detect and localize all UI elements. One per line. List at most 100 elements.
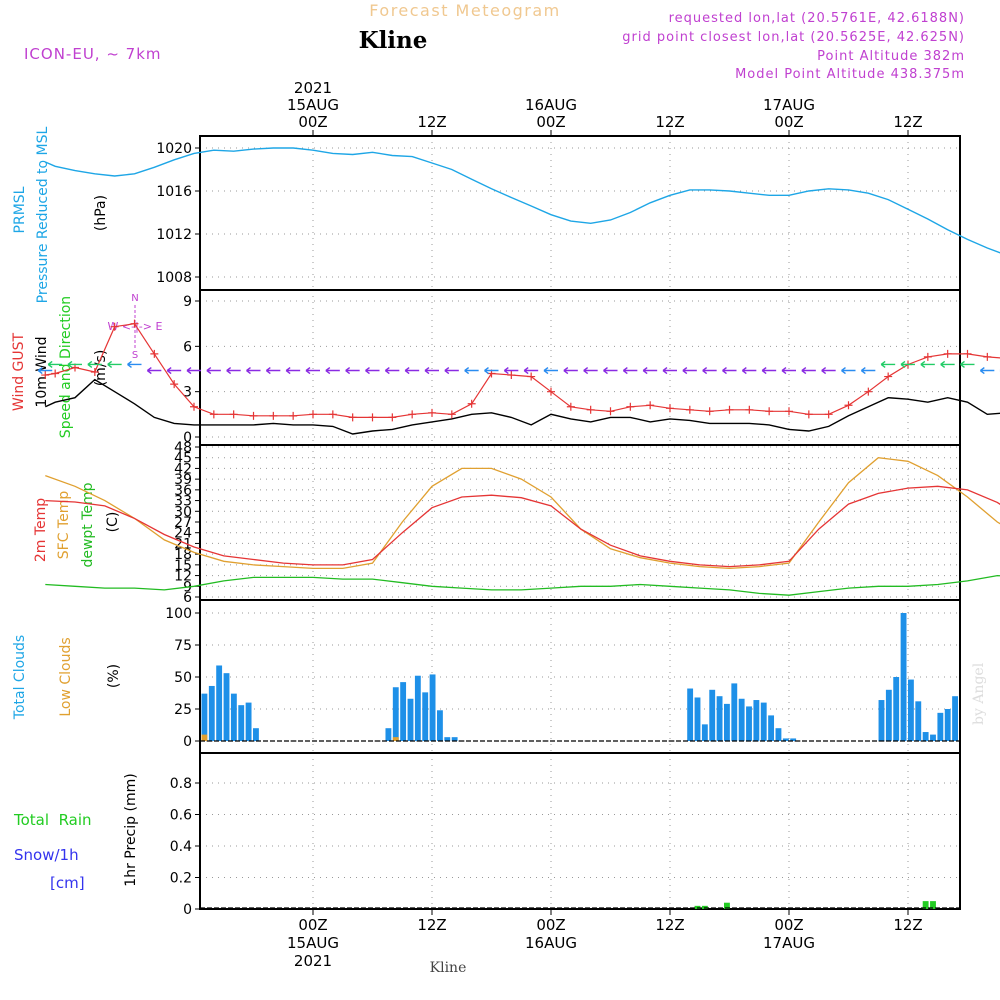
- pressure-label-msl: Pressure Reduced to MSL: [35, 126, 51, 303]
- ytick-label-2-8: 30: [174, 504, 192, 520]
- wind-dir-arrow-16: [345, 366, 360, 375]
- bottom-time-axis: 00Z 15AUG 2021 12Z 00Z 16AUG 12Z 00Z 17A…: [287, 916, 923, 976]
- wind-dir-arrow-39: [801, 366, 816, 375]
- chart-title: Forecast Meteogram: [369, 1, 560, 20]
- total-cloud-bar-67: [694, 697, 701, 741]
- wind-dir-arrow-34: [702, 366, 717, 375]
- bottom-tick-label-3: 00Z: [536, 916, 565, 934]
- total-cloud-bar-30: [422, 692, 429, 741]
- ytick-label-0-2: 1016: [156, 184, 192, 200]
- ytick-label-0-0: 1008: [156, 270, 192, 286]
- wind-dir-arrow-27: [563, 366, 578, 375]
- total-cloud-bar-28: [407, 698, 414, 741]
- gust-marker-0: [41, 371, 50, 380]
- gust-marker-4: [110, 322, 119, 331]
- ytick-label-3-4: 100: [165, 606, 192, 622]
- wind-dir-arrow-5: [127, 360, 142, 369]
- total-cloud-bar-97: [915, 701, 922, 741]
- wind-dir-arrow-35: [722, 366, 737, 375]
- gust-marker-46: [943, 349, 952, 358]
- rain-bar-71: [724, 902, 730, 909]
- wind-dir-arrow-10: [226, 366, 241, 375]
- top-tick-label-1: 00Z: [298, 113, 327, 131]
- model-name: ICON-EU, ~ 7km: [24, 45, 162, 63]
- ytick-label-2-3: 15: [174, 558, 192, 574]
- ytick-label-3-2: 50: [174, 670, 192, 686]
- total-cloud-bar-6: [245, 702, 252, 741]
- gust-marker-7: [170, 380, 179, 389]
- top-date-label-5: 17AUG: [763, 96, 815, 114]
- gust-marker-19: [408, 410, 417, 419]
- low-cloud-bar-0: [201, 734, 208, 741]
- total-cloud-bar-98: [922, 732, 929, 741]
- wind-dir-arrow-48: [979, 366, 995, 375]
- total-cloud-bar-100: [937, 712, 944, 741]
- t2m-line: [45, 485, 1000, 568]
- gust-marker-37: [765, 407, 774, 416]
- wind-dir-arrow-32: [662, 366, 677, 375]
- wind-dir-arrow-14: [305, 366, 320, 375]
- gust-marker-30: [626, 402, 635, 411]
- total-cloud-bar-92: [878, 700, 885, 741]
- wind-panel-labels: Wind GUST 10m Wind Speed and Direction (…: [11, 293, 162, 438]
- compass-n: N: [131, 293, 138, 304]
- total-cloud-bar-4: [230, 693, 237, 741]
- wind-dir-arrow-29: [603, 366, 618, 375]
- rain-bar-99: [930, 901, 936, 909]
- wind-dir-arrow-8: [186, 366, 201, 375]
- total-cloud-bar-29: [414, 675, 421, 741]
- total-cloud-bar-94: [893, 677, 900, 741]
- wind-dir-arrow-37: [761, 366, 777, 375]
- gust-marker-48: [983, 352, 992, 361]
- gust-marker-36: [745, 405, 754, 414]
- wind-dir-arrow-3: [87, 360, 102, 369]
- bottom-year-label: 2021: [294, 952, 332, 970]
- ytick-label-4-2: 0.4: [170, 839, 192, 855]
- wind-dir-arrow-12: [265, 366, 281, 375]
- wind-dir-arrow-24: [503, 366, 519, 375]
- point-altitude: Point Altitude 382m: [817, 49, 965, 64]
- gust-marker-24: [507, 371, 516, 380]
- gust-marker-42: [864, 387, 873, 396]
- ytick-label-1-2: 6: [183, 339, 192, 355]
- ytick-label-1-1: 3: [183, 385, 192, 401]
- total-cloud-bar-73: [738, 698, 745, 741]
- top-tick-label-4: 12Z: [655, 113, 684, 131]
- ytick-label-2-13: 45: [174, 451, 192, 467]
- wind-dir-arrow-15: [325, 366, 340, 375]
- gust-marker-38: [785, 407, 793, 416]
- wind-dir-arrow-36: [741, 366, 757, 375]
- wind-dir-arrow-25: [523, 366, 539, 375]
- total-cloud-bar-7: [253, 728, 259, 741]
- gust-marker-8: [190, 402, 198, 411]
- ytick-label-3-3: 75: [174, 638, 192, 654]
- snow-unit: [cm]: [50, 874, 85, 892]
- wind-dir-arrow-40: [821, 366, 836, 375]
- bottom-date-label-5: 17AUG: [763, 934, 815, 952]
- total-cloud-bar-27: [400, 682, 407, 741]
- ytick-label-2-12: 42: [174, 461, 192, 477]
- model-altitude: Model Point Altitude 438.375m: [735, 67, 965, 82]
- gust-marker-10: [229, 410, 238, 419]
- total-cloud-bar-79: [782, 738, 789, 741]
- bottom-tick-label-5: 00Z: [774, 916, 803, 934]
- gust-marker-22: [467, 399, 476, 408]
- wind-dir-arrow-22: [464, 366, 479, 375]
- total-cloud-bar-70: [716, 696, 723, 741]
- ytick-label-0-3: 1020: [156, 141, 192, 157]
- top-year-label: 2021: [294, 79, 332, 97]
- ytick-label-2-2: 12: [174, 569, 192, 585]
- wind-dir-arrow-44: [900, 360, 915, 369]
- bottom-tick-label-1: 00Z: [298, 916, 327, 934]
- ytick-label-2-4: 18: [174, 547, 192, 563]
- station-name: Kline: [359, 27, 428, 54]
- wind-dir-arrow-30: [622, 366, 638, 375]
- requested-coords: requested lon,lat (20.5761E, 42.6188N): [669, 11, 965, 26]
- pressure-line: [45, 147, 1000, 254]
- top-time-axis: 2021 15AUG 00Z 12Z 16AUG 00Z 12Z 17AUG 0…: [287, 79, 923, 131]
- compass-s: S: [132, 350, 138, 361]
- ytick-label-4-0: 0: [183, 902, 192, 918]
- wind-dir-arrow-9: [206, 366, 221, 375]
- top-tick-label-5: 00Z: [774, 113, 803, 131]
